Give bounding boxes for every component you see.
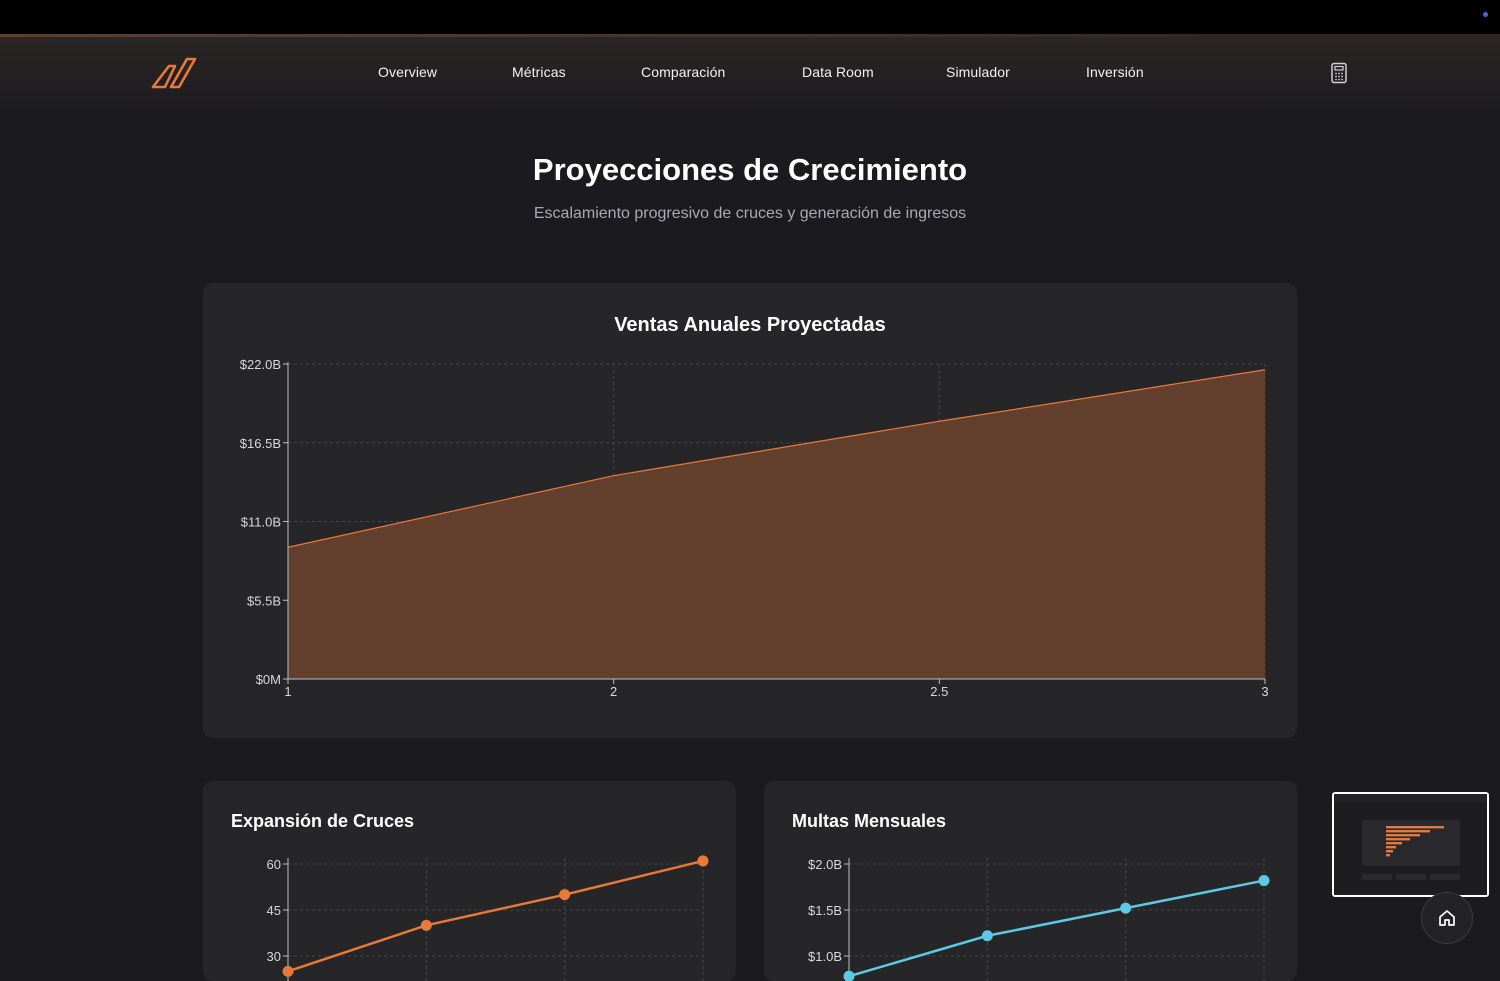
- fines-chart-card: Multas Mensuales $1.0B $1.5B $2.0B: [764, 781, 1297, 981]
- x-tick-label: 2.5: [930, 684, 948, 699]
- fines-data-point: [1120, 902, 1132, 914]
- thumbnail-preview-image: [1334, 794, 1487, 895]
- page-subtitle: Escalamiento progresivo de cruces y gene…: [533, 205, 967, 222]
- crossings-chart-card: Expansión de Cruces 30 45 60: [203, 781, 736, 981]
- fines-data-point: [843, 970, 855, 981]
- sales-chart-title: Ventas Anuales Proyectadas: [614, 314, 886, 336]
- nav-item-inversion[interactable]: Inversión: [1086, 64, 1144, 80]
- home-button[interactable]: [1421, 892, 1473, 944]
- x-tick-label: 2: [610, 684, 617, 699]
- nav-item-overview[interactable]: Overview: [378, 64, 438, 80]
- crossings-data-point: [420, 919, 432, 931]
- nav-item-metricas[interactable]: Métricas: [512, 64, 566, 80]
- home-icon: [1439, 910, 1455, 926]
- sales-area-fill: [288, 369, 1265, 679]
- crossings-data-point: [697, 855, 709, 867]
- navbar: Overview Métricas Comparación Data Room …: [0, 34, 1500, 110]
- nav-item-simulador[interactable]: Simulador: [946, 64, 1010, 80]
- y-tick-label: 45: [267, 903, 281, 918]
- fines-data-point: [1258, 875, 1270, 887]
- crossings-data-point: [559, 889, 571, 901]
- x-tick-label: 1: [284, 684, 291, 699]
- nav-links: Overview Métricas Comparación Data Room …: [0, 64, 1500, 84]
- crossings-series-line: [287, 859, 704, 973]
- top-strip: [0, 0, 1500, 34]
- y-tick-label: 30: [267, 949, 281, 964]
- y-tick-label: $2.0B: [808, 857, 842, 872]
- y-tick-label: $16.5B: [240, 436, 281, 451]
- nav-item-comparacion[interactable]: Comparación: [641, 64, 726, 80]
- crossings-chart-title: Expansión de Cruces: [231, 811, 415, 831]
- y-tick-label: $1.0B: [808, 949, 842, 964]
- status-dot: [1483, 12, 1488, 17]
- y-tick-label: $11.0B: [241, 515, 281, 530]
- page-title: Proyecciones de Crecimiento: [532, 152, 968, 187]
- calculator-icon[interactable]: [1329, 62, 1349, 84]
- sales-chart-card: Ventas Anuales Proyectadas $0M $5.5B $11.0…: [203, 283, 1297, 738]
- y-tick-label: $1.5B: [808, 903, 842, 918]
- sales-area-chart: $0M $5.5B $11.0B $16.5B $22.0B 1 2 2.5 3: [240, 357, 1269, 699]
- fines-line-chart: $1.0B $1.5B $2.0B: [808, 857, 1270, 981]
- x-tick-label: 3: [1261, 684, 1268, 699]
- crossings-line-chart: 30 45 60: [267, 855, 709, 981]
- fines-chart-title: Multas Mensuales: [792, 811, 947, 831]
- y-tick-label: $22.0B: [240, 357, 281, 372]
- nav-item-data-room[interactable]: Data Room: [802, 64, 874, 80]
- fines-data-point: [981, 930, 993, 942]
- fines-series-line: [848, 879, 1265, 978]
- brand-logo-icon[interactable]: [151, 56, 197, 90]
- sales-area-line: [287, 369, 1266, 548]
- y-tick-label: $0M: [256, 672, 281, 687]
- page-preview-thumbnail[interactable]: Ranking Comunas por Incremento de Multas: [1332, 792, 1489, 897]
- y-tick-label: 60: [267, 857, 281, 872]
- crossings-data-point: [282, 965, 294, 977]
- y-tick-label: $5.5B: [247, 593, 281, 608]
